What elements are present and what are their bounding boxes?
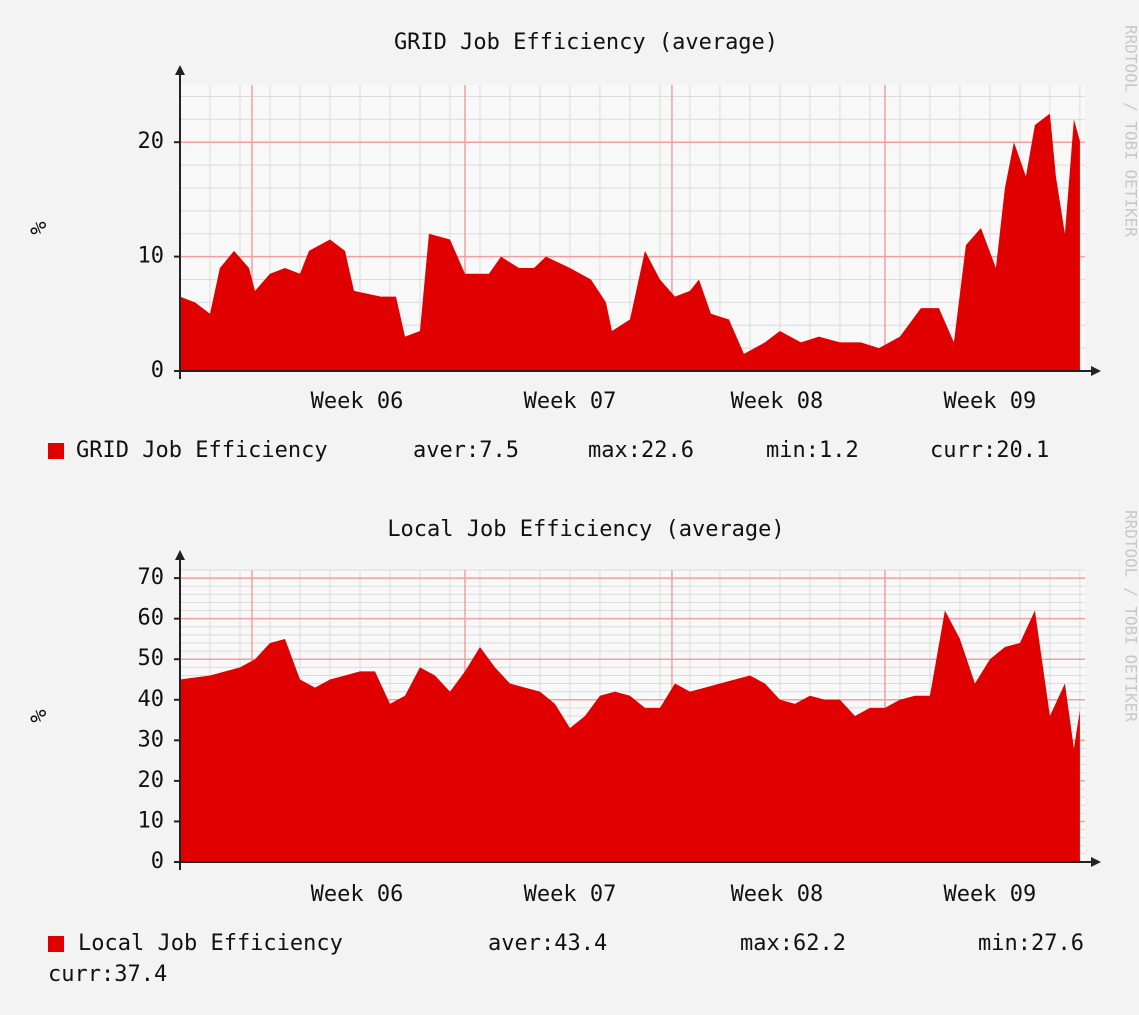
x-tick-label: Week 07 xyxy=(524,882,617,907)
x-tick-label: Week 07 xyxy=(524,389,617,414)
area xyxy=(180,610,1080,862)
legend-swatch xyxy=(48,443,64,459)
x-axis-arrow xyxy=(1091,857,1101,867)
legend-stat: aver:7.5 xyxy=(413,438,519,463)
x-axis-arrow xyxy=(1091,366,1101,376)
y-tick-label: 20 xyxy=(138,768,165,793)
y-tick-label: 20 xyxy=(138,129,165,154)
y-tick-label: 60 xyxy=(138,606,165,631)
y-tick-label: 0 xyxy=(151,358,164,383)
legend-stat: min:27.6 xyxy=(978,931,1084,956)
legend-label: Local Job Efficiency xyxy=(78,931,343,956)
y-tick-label: 40 xyxy=(138,687,165,712)
area xyxy=(180,113,1080,371)
x-tick-label: Week 06 xyxy=(311,882,404,907)
legend-stat: max:22.6 xyxy=(588,438,694,463)
legend-stat: curr:20.1 xyxy=(930,438,1049,463)
y-axis-label: % xyxy=(27,221,52,234)
y-tick-label: 10 xyxy=(138,244,165,269)
y-tick-label: 30 xyxy=(138,727,165,752)
watermark: RRDTOOL / TOBI OETIKER xyxy=(1122,510,1139,722)
y-axis-arrow xyxy=(175,65,185,75)
legend-stat: curr:37.4 xyxy=(48,962,167,987)
y-tick-label: 0 xyxy=(151,849,164,874)
y-tick-label: 50 xyxy=(138,646,165,671)
watermark: RRDTOOL / TOBI OETIKER xyxy=(1122,25,1139,237)
legend-stat: min:1.2 xyxy=(766,438,859,463)
legend-swatch xyxy=(48,936,64,952)
x-tick-label: Week 08 xyxy=(731,882,824,907)
legend-stat: aver:43.4 xyxy=(488,931,607,956)
x-tick-label: Week 06 xyxy=(311,389,404,414)
y-tick-label: 70 xyxy=(138,565,165,590)
y-axis-label: % xyxy=(27,709,52,722)
chart-title: Local Job Efficiency (average) xyxy=(387,517,784,542)
chart-title: GRID Job Efficiency (average) xyxy=(394,30,778,55)
y-tick-label: 10 xyxy=(138,808,165,833)
x-tick-label: Week 09 xyxy=(944,882,1037,907)
y-axis-arrow xyxy=(175,550,185,560)
x-tick-label: Week 09 xyxy=(944,389,1037,414)
legend-stat: max:62.2 xyxy=(740,931,846,956)
x-tick-label: Week 08 xyxy=(731,389,824,414)
legend-label: GRID Job Efficiency xyxy=(76,438,328,463)
